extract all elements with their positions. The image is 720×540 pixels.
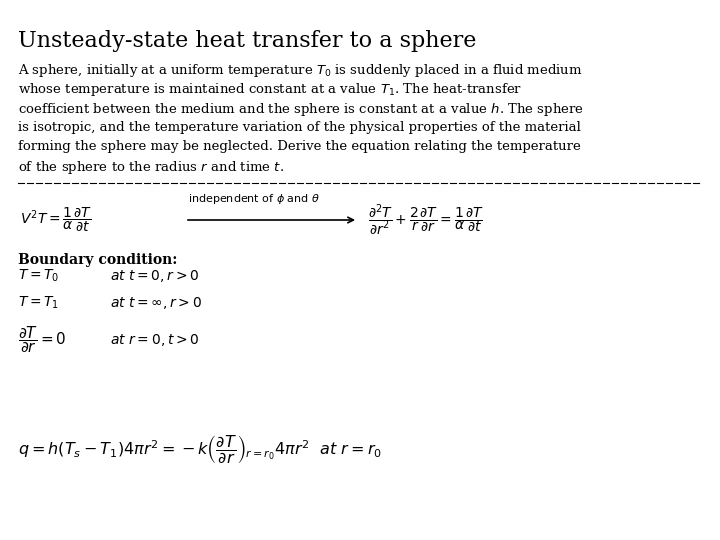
Text: forming the sphere may be neglected. Derive the equation relating the temperatur: forming the sphere may be neglected. Der… [18, 140, 581, 153]
Text: $at\ r=0, t>0$: $at\ r=0, t>0$ [110, 332, 199, 348]
Text: of the sphere to the radius $r$ and time $t$.: of the sphere to the radius $r$ and time… [18, 159, 284, 177]
Text: $at\ t=\infty, r>0$: $at\ t=\infty, r>0$ [110, 295, 202, 311]
Text: A sphere, initially at a uniform temperature $T_0$ is suddenly placed in a fluid: A sphere, initially at a uniform tempera… [18, 62, 582, 79]
Text: $q = h(T_s - T_1)4\pi r^2 = -k\left(\dfrac{\partial T}{\partial r}\right)_{r=r_0: $q = h(T_s - T_1)4\pi r^2 = -k\left(\dfr… [18, 434, 382, 466]
Text: $\dfrac{\partial T}{\partial r} = 0$: $\dfrac{\partial T}{\partial r} = 0$ [18, 325, 66, 355]
Text: $V^2T = \dfrac{1}{\alpha}\dfrac{\partial T}{\partial t}$: $V^2T = \dfrac{1}{\alpha}\dfrac{\partial… [20, 206, 92, 234]
Text: Boundary condition:: Boundary condition: [18, 253, 177, 267]
Text: $\dfrac{\partial^2 T}{\partial r^2} + \dfrac{2}{r}\dfrac{\partial T}{\partial r}: $\dfrac{\partial^2 T}{\partial r^2} + \d… [368, 202, 484, 238]
Text: whose temperature is maintained constant at a value $T_1$. The heat-transfer: whose temperature is maintained constant… [18, 82, 522, 98]
Text: independent of $\phi$ and $\theta$: independent of $\phi$ and $\theta$ [188, 192, 320, 206]
Text: is isotropic, and the temperature variation of the physical properties of the ma: is isotropic, and the temperature variat… [18, 120, 581, 133]
Text: $T = T_0$: $T = T_0$ [18, 268, 60, 284]
Text: $T = T_1$: $T = T_1$ [18, 295, 59, 311]
Text: coefficient between the medium and the sphere is constant at a value $h$. The sp: coefficient between the medium and the s… [18, 101, 584, 118]
Text: Unsteady-state heat transfer to a sphere: Unsteady-state heat transfer to a sphere [18, 30, 477, 52]
Text: $at\ t=0, r>0$: $at\ t=0, r>0$ [110, 268, 199, 284]
